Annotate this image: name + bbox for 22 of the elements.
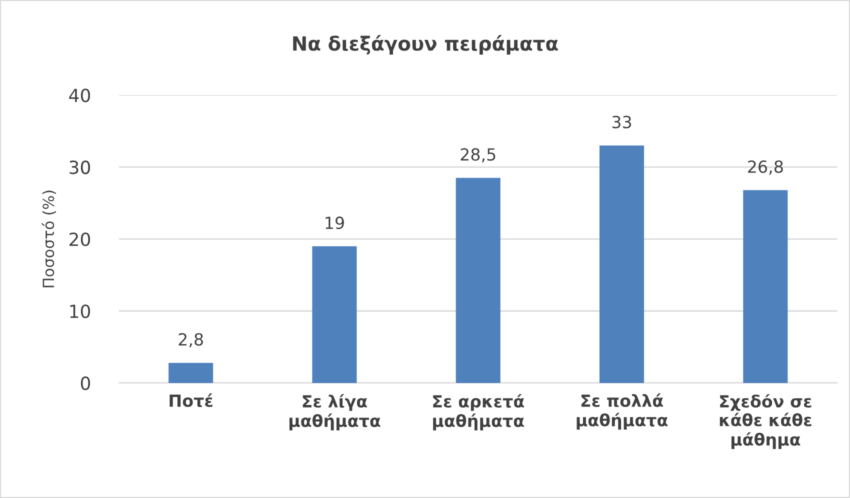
- y-tick-label: 20: [70, 232, 90, 246]
- x-tick-label: Ποτέ: [170, 393, 212, 408]
- bar: [312, 246, 357, 383]
- bar: [168, 362, 214, 383]
- x-tick-label: Σχεδόν σε κάθε κάθε μάθημα: [720, 394, 812, 450]
- y-axis-title: Ποσοστό (%): [42, 190, 56, 288]
- data-label: 2,8: [178, 333, 203, 348]
- data-label: 26,8: [748, 160, 783, 175]
- x-tick-label: Σε αρκετά μαθήματα: [433, 394, 524, 430]
- x-tick-label: Σε πολλά μαθήματα: [576, 393, 668, 430]
- data-label: 19: [326, 216, 344, 230]
- bar: [743, 190, 788, 383]
- x-tick-label: Σε λίγα μαθήματα: [289, 394, 380, 430]
- data-label: 33: [612, 116, 632, 128]
- data-label: 28,5: [460, 148, 496, 162]
- y-tick-label: 30: [70, 160, 90, 174]
- y-tick-label: 10: [70, 304, 90, 318]
- y-tick-label: 0: [80, 376, 90, 390]
- bar: [456, 178, 500, 383]
- bar: [600, 145, 644, 383]
- chart-title: Να διεξάγουν πειράματα: [293, 35, 558, 55]
- y-tick-label: 40: [69, 88, 90, 102]
